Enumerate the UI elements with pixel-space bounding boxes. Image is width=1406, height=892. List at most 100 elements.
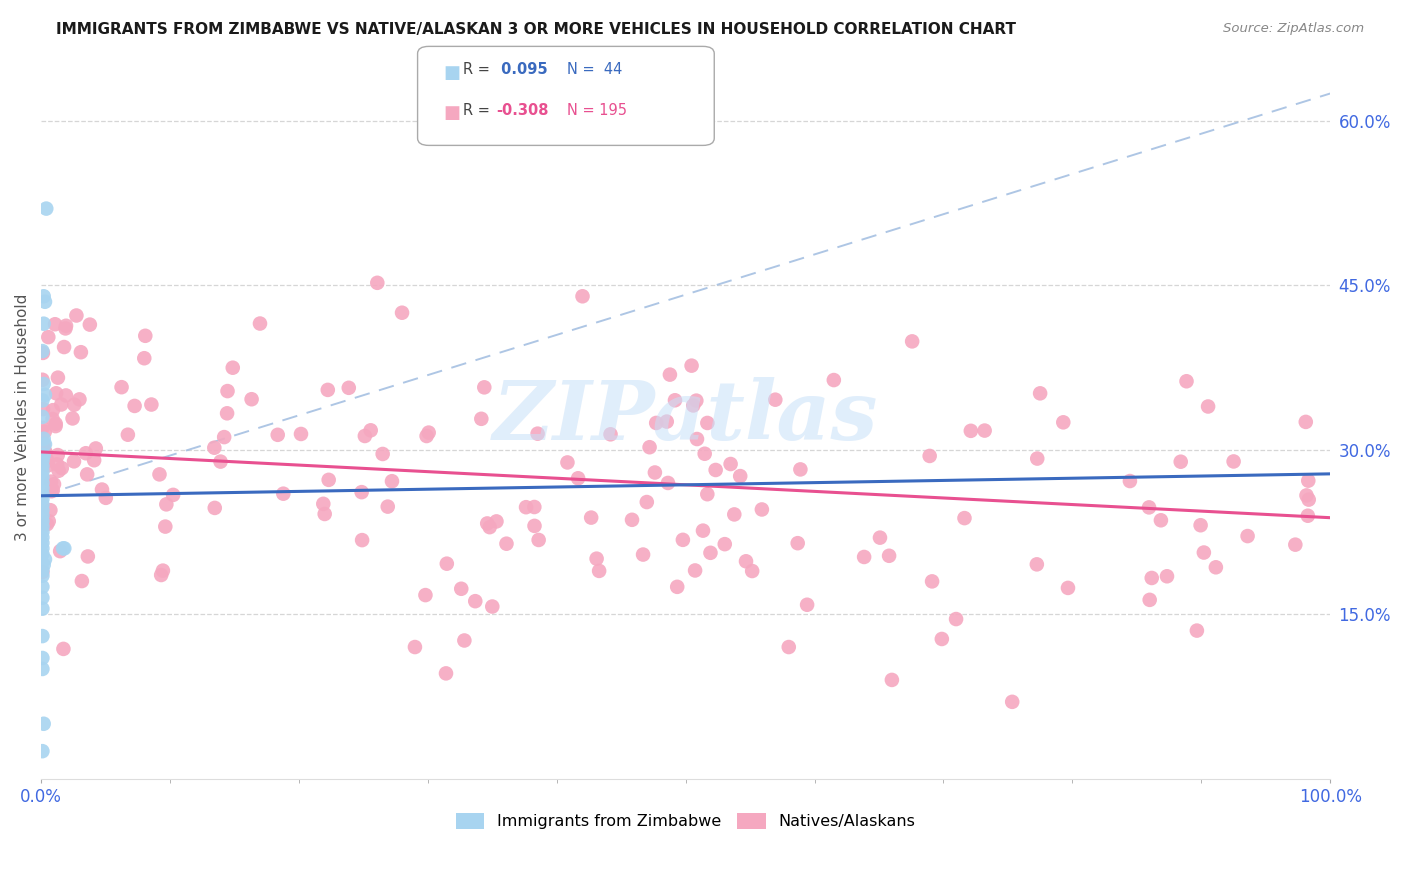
Point <box>35 202 58 216</box>
Point <box>1296 508 1319 523</box>
Point <box>723 508 745 522</box>
Point <box>84 442 107 456</box>
Point <box>240 392 263 407</box>
Text: IMMIGRANTS FROM ZIMBABWE VS NATIVE/ALASKAN 3 OR MORE VEHICLES IN HOUSEHOLD CORRE: IMMIGRANTS FROM ZIMBABWE VS NATIVE/ALASK… <box>56 22 1017 37</box>
Point <box>52 641 75 656</box>
Point <box>1185 624 1208 638</box>
Point <box>453 633 475 648</box>
Point <box>31 524 53 539</box>
Y-axis label: 3 or more Vehicles in Household: 3 or more Vehicles in Household <box>15 293 30 541</box>
Point <box>638 440 661 454</box>
Point <box>46 370 69 384</box>
Point <box>51 397 73 411</box>
Point <box>41 412 63 426</box>
Point <box>699 546 721 560</box>
Point <box>45 419 67 434</box>
Point <box>31 465 53 479</box>
Point <box>1298 492 1320 507</box>
Point <box>415 429 437 443</box>
Point <box>354 429 377 443</box>
Point <box>696 416 718 430</box>
Point <box>31 662 53 676</box>
Point <box>1222 454 1244 468</box>
Point <box>34 444 56 458</box>
Point <box>655 415 678 429</box>
Point <box>1284 538 1306 552</box>
Point <box>1137 500 1160 515</box>
Point <box>34 552 56 566</box>
Point <box>32 346 55 360</box>
Point <box>31 541 53 556</box>
Point <box>31 486 53 500</box>
Text: ■: ■ <box>443 64 460 82</box>
Point <box>350 485 373 500</box>
Point <box>65 309 87 323</box>
Point <box>31 514 53 528</box>
Point <box>38 514 60 528</box>
Point <box>83 453 105 467</box>
Point <box>37 330 59 344</box>
Point <box>415 588 437 602</box>
Point <box>1295 488 1317 502</box>
Point <box>152 564 174 578</box>
Point <box>877 549 900 563</box>
Point <box>55 321 77 335</box>
Text: R =: R = <box>463 103 494 118</box>
Point <box>683 564 706 578</box>
Point <box>217 406 239 420</box>
Point <box>567 471 589 485</box>
Point <box>823 373 845 387</box>
Point <box>644 466 666 480</box>
Point <box>75 446 97 460</box>
Point <box>672 533 695 547</box>
Point <box>1140 571 1163 585</box>
Point <box>32 432 55 446</box>
Point <box>32 402 55 417</box>
Point <box>318 473 340 487</box>
Point <box>31 563 53 577</box>
Point <box>692 524 714 538</box>
Point <box>371 447 394 461</box>
Point <box>1139 592 1161 607</box>
Point <box>686 432 709 446</box>
Point <box>70 574 93 588</box>
Point <box>436 557 458 571</box>
Legend: Immigrants from Zimbabwe, Natives/Alaskans: Immigrants from Zimbabwe, Natives/Alaska… <box>449 806 922 836</box>
Point <box>162 488 184 502</box>
Point <box>470 412 492 426</box>
Point <box>495 537 517 551</box>
Point <box>32 376 55 391</box>
Point <box>1026 451 1049 466</box>
Point <box>418 425 440 440</box>
Point <box>32 558 55 572</box>
Point <box>526 426 548 441</box>
Point <box>1025 558 1047 572</box>
Point <box>134 328 156 343</box>
Point <box>31 519 53 533</box>
Point <box>55 388 77 402</box>
Point <box>381 474 404 488</box>
Point <box>778 640 800 654</box>
Point <box>35 517 58 532</box>
Point <box>735 554 758 568</box>
Point <box>117 427 139 442</box>
Point <box>63 398 86 412</box>
Point <box>34 294 56 309</box>
Point <box>31 498 53 512</box>
Point <box>585 551 607 566</box>
Point <box>664 393 686 408</box>
Point <box>273 486 295 500</box>
Point <box>485 515 508 529</box>
Point <box>786 536 808 550</box>
Point <box>377 500 399 514</box>
Point <box>523 500 546 514</box>
Point <box>366 276 388 290</box>
Point <box>527 533 550 547</box>
Text: ■: ■ <box>443 104 460 122</box>
Point <box>31 629 53 643</box>
Point <box>45 417 67 431</box>
Point <box>666 580 689 594</box>
Point <box>46 448 69 462</box>
Point <box>1192 545 1215 559</box>
Text: 0.095: 0.095 <box>496 62 548 78</box>
